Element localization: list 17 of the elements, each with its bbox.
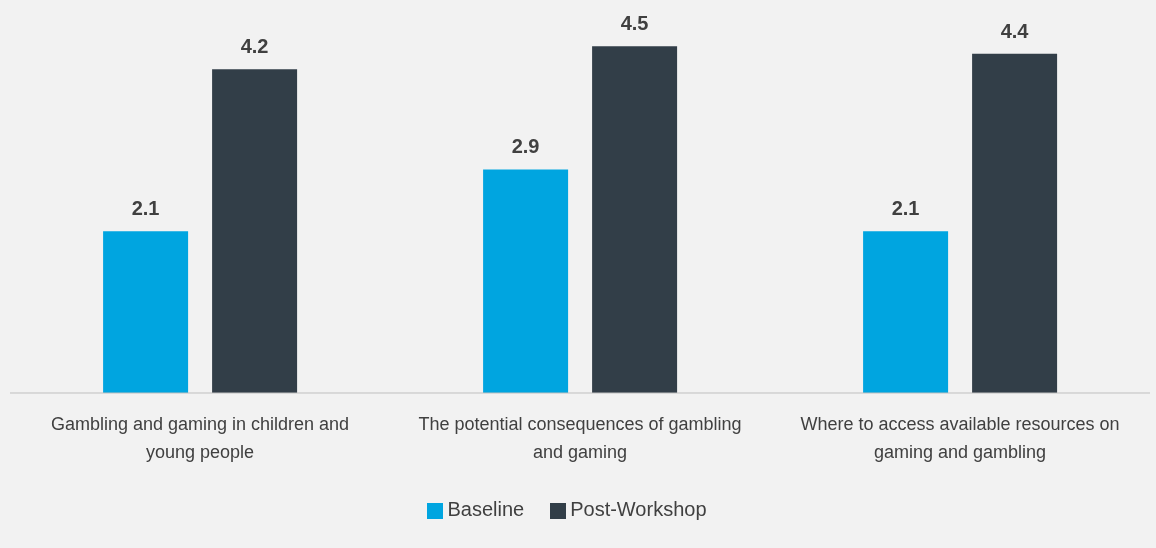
data-label: 2.9	[511, 135, 540, 158]
bar	[483, 169, 569, 393]
bar	[972, 53, 1058, 393]
data-label: 2.1	[131, 197, 160, 220]
x-tick-label: Where to access available resources on gaming and gambling	[800, 413, 1120, 462]
data-label: 4.4	[1000, 19, 1030, 42]
data-label: 4.2	[240, 35, 269, 58]
bar	[863, 231, 949, 393]
bar	[103, 231, 189, 393]
x-tick-label: The potential consequences of gambling and gaming	[418, 413, 742, 462]
x-tick-label: Gambling and gaming in children and young people	[50, 413, 350, 462]
legend-label: Post-Workshop	[570, 498, 707, 520]
bar	[212, 69, 298, 393]
data-label: 4.5	[620, 12, 649, 35]
data-label: 2.1	[891, 197, 920, 220]
bar	[592, 46, 678, 393]
legend-label: Baseline	[447, 498, 525, 520]
